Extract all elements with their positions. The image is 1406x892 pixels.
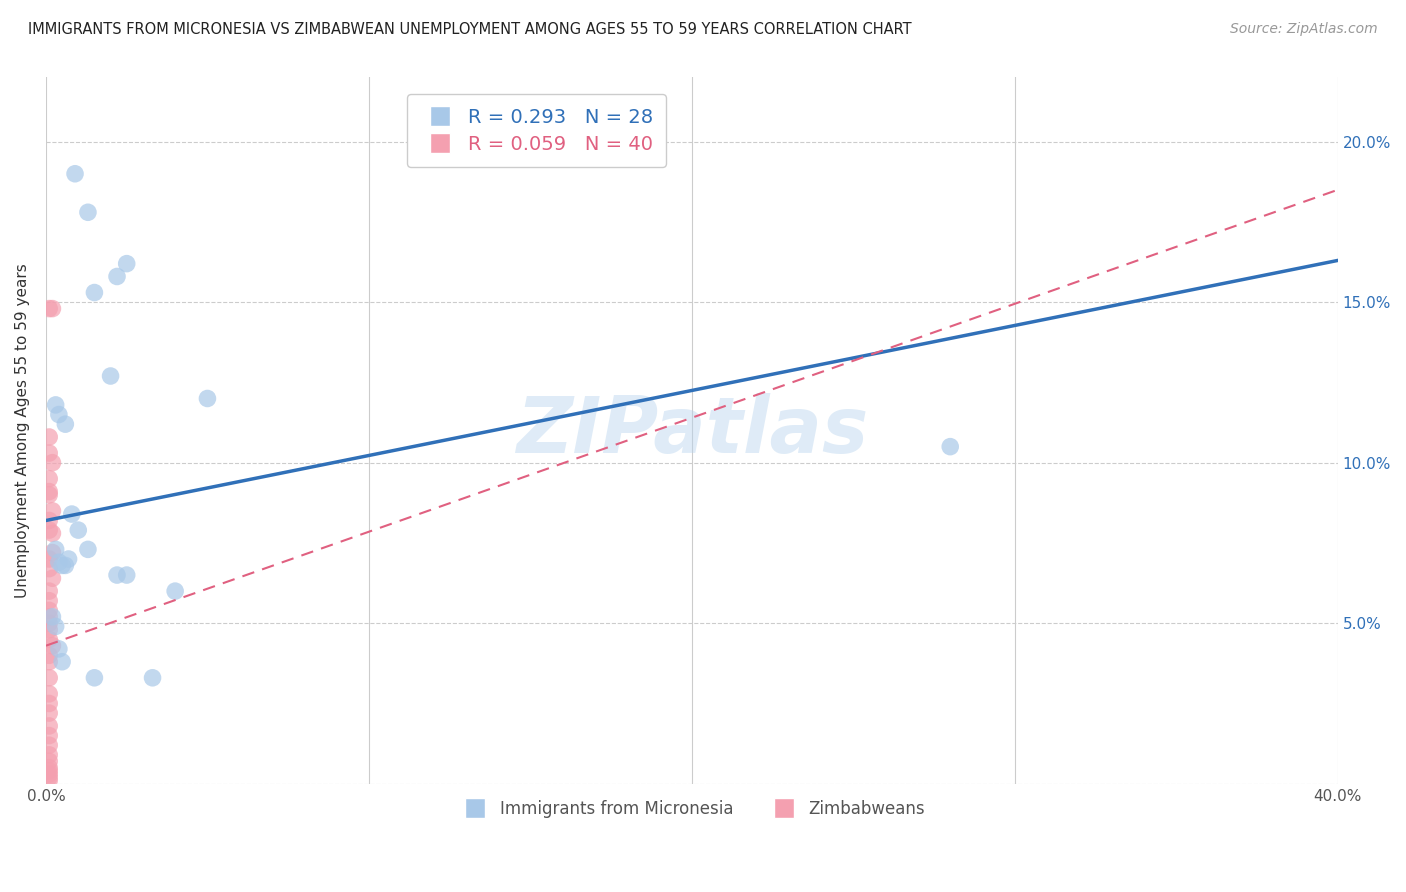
Point [38, 697, 60, 711]
Point [939, 440, 962, 454]
Point [58, 552, 80, 566]
Point [165, 584, 187, 599]
Point [48, 555, 70, 569]
Point [38, 603, 60, 617]
Point [38, 767, 60, 781]
Point [63, 167, 86, 181]
Point [38, 472, 60, 486]
Point [38, 623, 60, 637]
Legend: Immigrants from Micronesia, Zimbabweans: Immigrants from Micronesia, Zimbabweans [451, 794, 932, 825]
Point [38, 770, 60, 784]
Point [115, 568, 138, 582]
Point [38, 301, 60, 316]
Point [38, 655, 60, 669]
Point [38, 552, 60, 566]
Point [38, 513, 60, 527]
Point [38, 738, 60, 752]
Point [100, 369, 122, 384]
Y-axis label: Unemployment Among Ages 55 to 59 years: Unemployment Among Ages 55 to 59 years [15, 263, 30, 598]
Point [38, 616, 60, 631]
Point [38, 523, 60, 537]
Point [38, 446, 60, 460]
Point [53, 558, 76, 573]
Point [45, 398, 67, 412]
Point [77, 205, 100, 219]
Point [45, 619, 67, 633]
Point [38, 488, 60, 502]
Point [38, 706, 60, 720]
Point [67, 523, 90, 537]
Text: Source: ZipAtlas.com: Source: ZipAtlas.com [1230, 22, 1378, 37]
Point [115, 257, 138, 271]
Text: ZIPatlas: ZIPatlas [516, 392, 868, 468]
Point [105, 269, 128, 284]
Text: IMMIGRANTS FROM MICRONESIA VS ZIMBABWEAN UNEMPLOYMENT AMONG AGES 55 TO 59 YEARS : IMMIGRANTS FROM MICRONESIA VS ZIMBABWEAN… [28, 22, 911, 37]
Point [38, 648, 60, 663]
Point [41, 526, 63, 541]
Point [77, 542, 100, 557]
Point [38, 719, 60, 733]
Point [41, 456, 63, 470]
Point [38, 687, 60, 701]
Point [60, 507, 83, 521]
Point [38, 593, 60, 607]
Point [41, 639, 63, 653]
Point [38, 430, 60, 444]
Point [48, 641, 70, 656]
Point [41, 545, 63, 559]
Point [105, 568, 128, 582]
Point [38, 561, 60, 575]
Point [38, 729, 60, 743]
Point [38, 632, 60, 647]
Point [53, 417, 76, 432]
Point [141, 671, 163, 685]
Point [41, 504, 63, 518]
Point [41, 571, 63, 585]
Point [83, 671, 105, 685]
Point [38, 754, 60, 768]
Point [48, 408, 70, 422]
Point [38, 609, 60, 624]
Point [83, 285, 105, 300]
Point [38, 584, 60, 599]
Point [38, 747, 60, 762]
Point [38, 773, 60, 788]
Point [197, 392, 219, 406]
Point [45, 542, 67, 557]
Point [51, 558, 73, 573]
Point [38, 671, 60, 685]
Point [51, 655, 73, 669]
Point [41, 609, 63, 624]
Point [38, 761, 60, 775]
Point [41, 301, 63, 316]
Point [38, 764, 60, 778]
Point [38, 484, 60, 499]
